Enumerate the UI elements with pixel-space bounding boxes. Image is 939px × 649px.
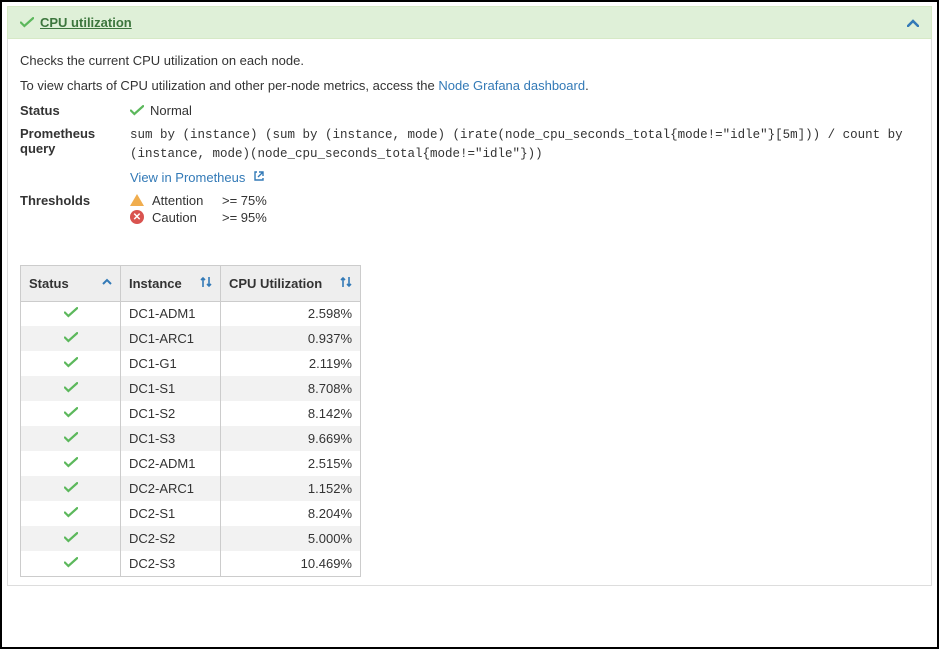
status-cell	[21, 426, 121, 451]
threshold-attention: Attention >= 75%	[130, 193, 919, 208]
sort-icon	[200, 276, 212, 291]
panel-title: CPU utilization	[20, 15, 132, 30]
description-line-1: Checks the current CPU utilization on ea…	[20, 53, 919, 68]
utilization-cell: 1.152%	[221, 476, 361, 501]
utilization-cell: 2.515%	[221, 451, 361, 476]
table-row: DC2-ADM12.515%	[21, 451, 361, 476]
status-cell	[21, 551, 121, 576]
caution-icon: ✕	[130, 210, 144, 224]
thresholds-list: Attention >= 75% ✕ Caution >= 95%	[130, 193, 919, 227]
utilization-cell: 5.000%	[221, 526, 361, 551]
table-row: DC2-ARC11.152%	[21, 476, 361, 501]
instance-cell: DC2-ADM1	[121, 451, 221, 476]
threshold-level: Caution	[152, 210, 214, 225]
panel-title-text: CPU utilization	[40, 15, 132, 30]
instance-cell: DC2-S3	[121, 551, 221, 576]
check-icon	[64, 507, 78, 518]
threshold-level: Attention	[152, 193, 214, 208]
status-label: Status	[20, 103, 130, 118]
table-row: DC1-S39.669%	[21, 426, 361, 451]
view-in-prometheus-link[interactable]: View in Prometheus	[130, 170, 265, 185]
collapse-icon[interactable]	[907, 15, 919, 30]
utilization-cell: 8.204%	[221, 501, 361, 526]
check-icon	[64, 332, 78, 343]
check-icon	[64, 457, 78, 468]
table-row: DC1-S28.142%	[21, 401, 361, 426]
instance-cell: DC1-S1	[121, 376, 221, 401]
status-cell	[21, 401, 121, 426]
table-row: DC2-S18.204%	[21, 501, 361, 526]
utilization-cell: 10.469%	[221, 551, 361, 576]
check-icon	[64, 357, 78, 368]
utilization-cell: 8.708%	[221, 376, 361, 401]
instance-cell: DC1-S3	[121, 426, 221, 451]
instance-cell: DC2-ARC1	[121, 476, 221, 501]
check-icon	[64, 532, 78, 543]
status-cell	[21, 451, 121, 476]
sort-asc-icon	[102, 276, 112, 290]
external-link-icon	[249, 171, 264, 185]
instance-cell: DC1-ARC1	[121, 326, 221, 351]
instance-cell: DC1-S2	[121, 401, 221, 426]
check-icon	[64, 382, 78, 393]
check-icon	[64, 432, 78, 443]
instance-cell: DC2-S1	[121, 501, 221, 526]
panel-body: Checks the current CPU utilization on ea…	[7, 39, 932, 586]
status-cell	[21, 526, 121, 551]
sort-icon	[340, 276, 352, 291]
check-icon	[64, 482, 78, 493]
instance-cell: DC1-ADM1	[121, 301, 221, 326]
table-row: DC2-S310.469%	[21, 551, 361, 576]
table-row: DC1-S18.708%	[21, 376, 361, 401]
instance-cell: DC2-S2	[121, 526, 221, 551]
description-line-2: To view charts of CPU utilization and ot…	[20, 78, 919, 93]
threshold-caution: ✕ Caution >= 95%	[130, 210, 919, 225]
panel-header[interactable]: CPU utilization	[7, 6, 932, 39]
description-prefix: To view charts of CPU utilization and ot…	[20, 78, 438, 93]
check-icon	[130, 105, 144, 116]
utilization-cell: 2.119%	[221, 351, 361, 376]
col-instance[interactable]: Instance	[121, 265, 221, 301]
table-row: DC2-S25.000%	[21, 526, 361, 551]
instance-cell: DC1-G1	[121, 351, 221, 376]
status-cell	[21, 476, 121, 501]
status-cell	[21, 501, 121, 526]
utilization-cell: 9.669%	[221, 426, 361, 451]
thresholds-label: Thresholds	[20, 193, 130, 208]
utilization-cell: 8.142%	[221, 401, 361, 426]
status-text: Normal	[150, 103, 192, 118]
threshold-op: >= 95%	[222, 210, 267, 225]
check-icon	[64, 557, 78, 568]
col-status[interactable]: Status	[21, 265, 121, 301]
check-icon	[64, 307, 78, 318]
table-row: DC1-G12.119%	[21, 351, 361, 376]
col-utilization[interactable]: CPU Utilization	[221, 265, 361, 301]
grafana-link[interactable]: Node Grafana dashboard	[438, 78, 585, 93]
prom-label: Prometheus query	[20, 126, 130, 156]
prom-query: sum by (instance) (sum by (instance, mod…	[130, 126, 919, 164]
status-cell	[21, 351, 121, 376]
attention-icon	[130, 194, 144, 206]
status-value: Normal	[130, 103, 919, 118]
threshold-op: >= 75%	[222, 193, 267, 208]
check-icon	[64, 407, 78, 418]
table-row: DC1-ADM12.598%	[21, 301, 361, 326]
description-suffix: .	[585, 78, 589, 93]
status-cell	[21, 376, 121, 401]
status-cell	[21, 301, 121, 326]
table-row: DC1-ARC10.937%	[21, 326, 361, 351]
utilization-cell: 2.598%	[221, 301, 361, 326]
check-icon	[20, 17, 34, 28]
cpu-table: Status Instance CPU Utilization	[20, 265, 361, 577]
utilization-cell: 0.937%	[221, 326, 361, 351]
status-cell	[21, 326, 121, 351]
